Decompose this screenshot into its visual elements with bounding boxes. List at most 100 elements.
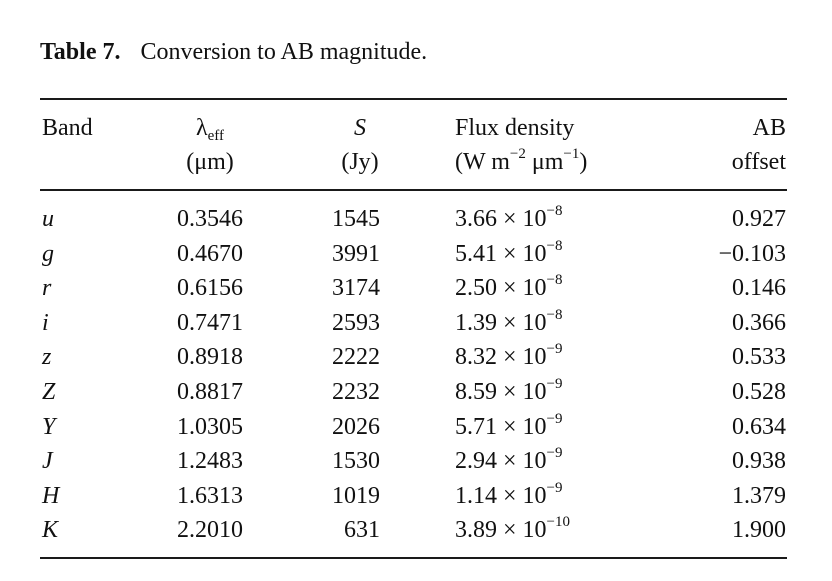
lambda-cell: 2.2010 xyxy=(177,517,243,544)
s-cell: 3991 xyxy=(332,240,380,267)
flux-mantissa: 2.94 × 10 xyxy=(455,448,547,475)
flux-cell: 5.41 × 10−8 xyxy=(455,237,563,271)
flux-exponent: −8 xyxy=(546,237,563,254)
header-flux-unit: (W m−2 μm−1) xyxy=(455,146,587,178)
table-body: u 0.3546 1545 3.66 × 10−8 0.927 g 0.4670 3991 5.… xyxy=(0,202,832,548)
flux-cell: 3.66 × 10−8 xyxy=(455,202,563,236)
s-cell: 631 xyxy=(344,517,380,544)
lambda-cell: 1.0305 xyxy=(177,413,243,440)
flux-cell: 2.94 × 10−9 xyxy=(455,444,563,478)
top-rule xyxy=(40,98,787,100)
band-cell: r xyxy=(42,275,52,302)
table-row: g 0.4670 3991 5.41 × 10−8 −0.103 xyxy=(0,237,832,272)
flux-unit-part-c: ) xyxy=(579,149,588,175)
header-lambda: λeff xyxy=(150,112,270,144)
ab-offset-cell: 0.634 xyxy=(732,413,786,440)
ab-offset-cell: 0.366 xyxy=(732,309,786,336)
flux-mantissa: 2.50 × 10 xyxy=(455,275,547,302)
flux-exponent: −8 xyxy=(546,203,563,219)
flux-mantissa: 1.14 × 10 xyxy=(455,482,547,509)
flux-cell: 8.32 × 10−9 xyxy=(455,340,563,374)
band-cell: i xyxy=(42,309,49,336)
header-band: Band xyxy=(42,115,93,141)
lambda-cell: 0.7471 xyxy=(177,309,243,336)
flux-mantissa: 5.41 × 10 xyxy=(455,240,547,267)
header-s-unit: (Jy) xyxy=(341,149,379,175)
flux-mantissa: 8.59 × 10 xyxy=(455,378,547,405)
flux-exponent: −8 xyxy=(546,272,563,289)
band-cell: Z xyxy=(42,378,56,405)
flux-mantissa: 3.66 × 10 xyxy=(455,206,547,232)
ab-offset-cell: 0.927 xyxy=(732,206,786,232)
flux-cell: 1.39 × 10−8 xyxy=(455,306,563,340)
table-title: Conversion to AB magnitude. xyxy=(140,39,428,65)
header-rule xyxy=(40,189,787,191)
ab-offset-cell: 0.533 xyxy=(732,344,786,371)
flux-exponent: −9 xyxy=(546,341,563,358)
s-cell: 1530 xyxy=(332,448,380,475)
table-number: Table 7. xyxy=(40,39,121,65)
flux-exponent: −9 xyxy=(546,410,563,427)
band-cell: z xyxy=(42,344,52,371)
flux-mantissa: 1.39 × 10 xyxy=(455,309,547,336)
flux-exponent: −9 xyxy=(546,445,563,462)
band-cell: H xyxy=(42,482,60,509)
header-s: S xyxy=(354,115,366,141)
table-row: u 0.3546 1545 3.66 × 10−8 0.927 xyxy=(0,202,832,237)
ab-offset-cell: 0.528 xyxy=(732,378,786,405)
table-row: z 0.8918 2222 8.32 × 10−9 0.533 xyxy=(0,340,832,375)
flux-cell: 1.14 × 10−9 xyxy=(455,479,563,513)
table-row: K 2.2010 631 3.89 × 10−10 1.900 xyxy=(0,513,832,548)
table-row: H 1.6313 1019 1.14 × 10−9 1.379 xyxy=(0,479,832,514)
s-cell: 2593 xyxy=(332,309,380,336)
flux-unit-exp-2: −1 xyxy=(563,146,580,162)
flux-mantissa: 8.32 × 10 xyxy=(455,344,547,371)
ab-offset-cell: 1.379 xyxy=(732,482,786,509)
header-flux: Flux density xyxy=(455,115,575,141)
bottom-rule xyxy=(40,557,787,559)
flux-cell: 5.71 × 10−9 xyxy=(455,410,563,444)
lambda-cell: 0.8817 xyxy=(177,378,243,405)
table-row: Y 1.0305 2026 5.71 × 10−9 0.634 xyxy=(0,410,832,445)
s-cell: 2026 xyxy=(332,413,380,440)
lambda-symbol: λ xyxy=(195,115,208,141)
flux-unit-part-a: (W m xyxy=(455,149,510,175)
flux-cell: 8.59 × 10−9 xyxy=(455,375,563,409)
lambda-subscript: eff xyxy=(207,128,225,144)
flux-cell: 3.89 × 10−10 xyxy=(455,513,570,547)
table-caption: Table 7. Conversion to AB magnitude. xyxy=(40,36,427,68)
header-lambda-unit: (μm) xyxy=(186,149,234,175)
flux-cell: 2.50 × 10−8 xyxy=(455,271,563,305)
s-cell: 1545 xyxy=(332,206,380,232)
flux-mantissa: 3.89 × 10 xyxy=(455,517,547,544)
s-cell: 2232 xyxy=(332,378,380,405)
band-cell: Y xyxy=(42,413,56,440)
flux-mantissa: 5.71 × 10 xyxy=(455,413,547,440)
lambda-cell: 0.8918 xyxy=(177,344,243,371)
flux-exponent: −8 xyxy=(546,306,563,323)
table-row: Z 0.8817 2232 8.59 × 10−9 0.528 xyxy=(0,375,832,410)
band-cell: K xyxy=(42,517,59,544)
ab-offset-cell: −0.103 xyxy=(718,240,786,267)
ab-offset-cell: 0.938 xyxy=(732,448,786,475)
lambda-cell: 0.3546 xyxy=(177,206,243,232)
lambda-cell: 1.6313 xyxy=(177,482,243,509)
table-row: i 0.7471 2593 1.39 × 10−8 0.366 xyxy=(0,306,832,341)
s-cell: 2222 xyxy=(332,344,380,371)
s-cell: 1019 xyxy=(332,482,380,509)
flux-unit-part-b: μm xyxy=(525,149,564,175)
flux-exponent: −9 xyxy=(546,375,563,392)
lambda-cell: 0.6156 xyxy=(177,275,243,302)
header-ab: AB xyxy=(752,115,786,141)
table-row: r 0.6156 3174 2.50 × 10−8 0.146 xyxy=(0,271,832,306)
flux-unit-exp-1: −2 xyxy=(509,146,526,162)
band-cell: J xyxy=(42,448,53,475)
flux-exponent: −10 xyxy=(546,514,571,531)
lambda-cell: 0.4670 xyxy=(177,240,243,267)
table-row: J 1.2483 1530 2.94 × 10−9 0.938 xyxy=(0,444,832,479)
band-cell: u xyxy=(42,206,54,232)
ab-offset-cell: 0.146 xyxy=(732,275,786,302)
header-ab-offset: offset xyxy=(731,149,786,175)
band-cell: g xyxy=(42,240,54,267)
lambda-cell: 1.2483 xyxy=(177,448,243,475)
